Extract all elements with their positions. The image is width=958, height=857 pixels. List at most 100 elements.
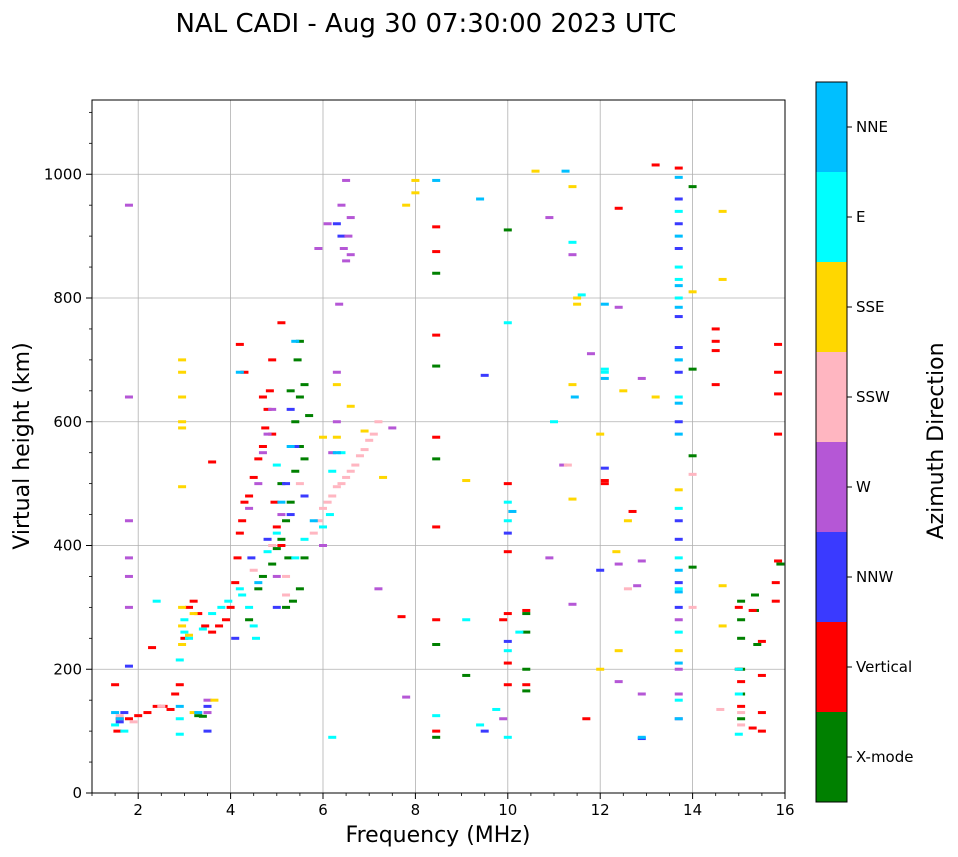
data-point (545, 216, 554, 220)
data-point (328, 451, 337, 455)
data-point (203, 704, 212, 708)
series-nne (111, 169, 683, 739)
data-point (503, 531, 512, 535)
y-tick-label: 800 (53, 289, 82, 307)
data-point (674, 661, 683, 665)
data-point (178, 358, 187, 362)
data-point (346, 469, 355, 473)
data-point (402, 695, 411, 699)
data-point (432, 618, 441, 622)
data-point (718, 584, 727, 588)
data-point (600, 367, 609, 371)
data-point (210, 698, 219, 702)
data-point (633, 584, 642, 588)
data-point (674, 209, 683, 213)
colorbar-tick-label: SSE (856, 298, 885, 316)
data-point (568, 497, 577, 501)
data-point (346, 253, 355, 257)
data-point (411, 178, 420, 182)
data-point (674, 432, 683, 436)
data-point (462, 673, 471, 677)
data-point (600, 482, 609, 486)
data-point (254, 457, 263, 461)
data-point (263, 407, 272, 411)
data-point (194, 612, 203, 616)
series-x-mode (194, 185, 785, 739)
data-point (674, 358, 683, 362)
data-point (614, 562, 623, 566)
data-point (674, 506, 683, 510)
colorbar-segment (816, 352, 847, 442)
data-point (432, 729, 441, 733)
data-point (503, 550, 512, 554)
data-point (577, 293, 586, 297)
data-point (737, 723, 746, 727)
data-point (249, 624, 258, 628)
data-point (178, 624, 187, 628)
data-point (674, 581, 683, 585)
data-point (180, 630, 189, 634)
data-point (480, 729, 489, 733)
colorbar-frame (815, 81, 848, 803)
data-point (194, 711, 203, 715)
data-point (235, 370, 244, 374)
data-point (189, 711, 198, 715)
colorbar-tick-label: NNE (856, 118, 888, 136)
data-point (284, 556, 293, 560)
data-point (247, 556, 256, 560)
colorbar-tick-label: W (856, 478, 871, 496)
data-point (774, 432, 783, 436)
data-point (674, 395, 683, 399)
data-point (674, 346, 683, 349)
colorbar-segment (816, 82, 847, 172)
data-point (221, 618, 230, 622)
data-point (492, 707, 501, 711)
series-ssw (115, 420, 746, 727)
data-point (462, 618, 471, 622)
data-point (734, 732, 743, 736)
data-point (757, 711, 766, 715)
series-vertical (111, 163, 783, 733)
data-point (503, 519, 512, 523)
data-point (249, 568, 258, 572)
data-point (432, 178, 441, 182)
data-point (272, 574, 281, 578)
data-point (503, 649, 512, 653)
data-point (189, 599, 198, 603)
data-point (674, 692, 683, 696)
data-point (561, 169, 570, 173)
data-point (522, 608, 531, 612)
y-tick-label: 1000 (44, 165, 82, 183)
colorbar-label: Azimuth Direction (924, 342, 949, 539)
data-point (277, 482, 286, 486)
data-point (300, 494, 309, 498)
data-point (351, 463, 360, 467)
data-point (674, 197, 683, 201)
data-point (120, 711, 129, 715)
data-point (178, 420, 187, 424)
data-point (674, 556, 683, 560)
data-point (503, 482, 512, 486)
data-point (180, 636, 189, 640)
data-point (737, 618, 746, 622)
data-point (688, 565, 697, 569)
colorbar-tick-label: X-mode (856, 748, 913, 766)
data-point (203, 711, 212, 715)
data-point (286, 445, 295, 448)
data-point (600, 466, 609, 470)
data-point (568, 185, 577, 189)
data-point (570, 395, 579, 399)
data-point (337, 482, 346, 486)
data-point (328, 735, 337, 739)
data-point (716, 707, 725, 711)
data-point (282, 574, 291, 578)
y-axis-label: Virtual height (km) (10, 342, 35, 549)
data-point (688, 472, 697, 476)
data-point (674, 667, 683, 671)
data-point (178, 643, 187, 646)
data-point (402, 203, 411, 207)
data-point (674, 247, 683, 250)
x-tick-label: 14 (683, 801, 702, 819)
data-point (325, 513, 334, 517)
data-point (379, 475, 388, 479)
